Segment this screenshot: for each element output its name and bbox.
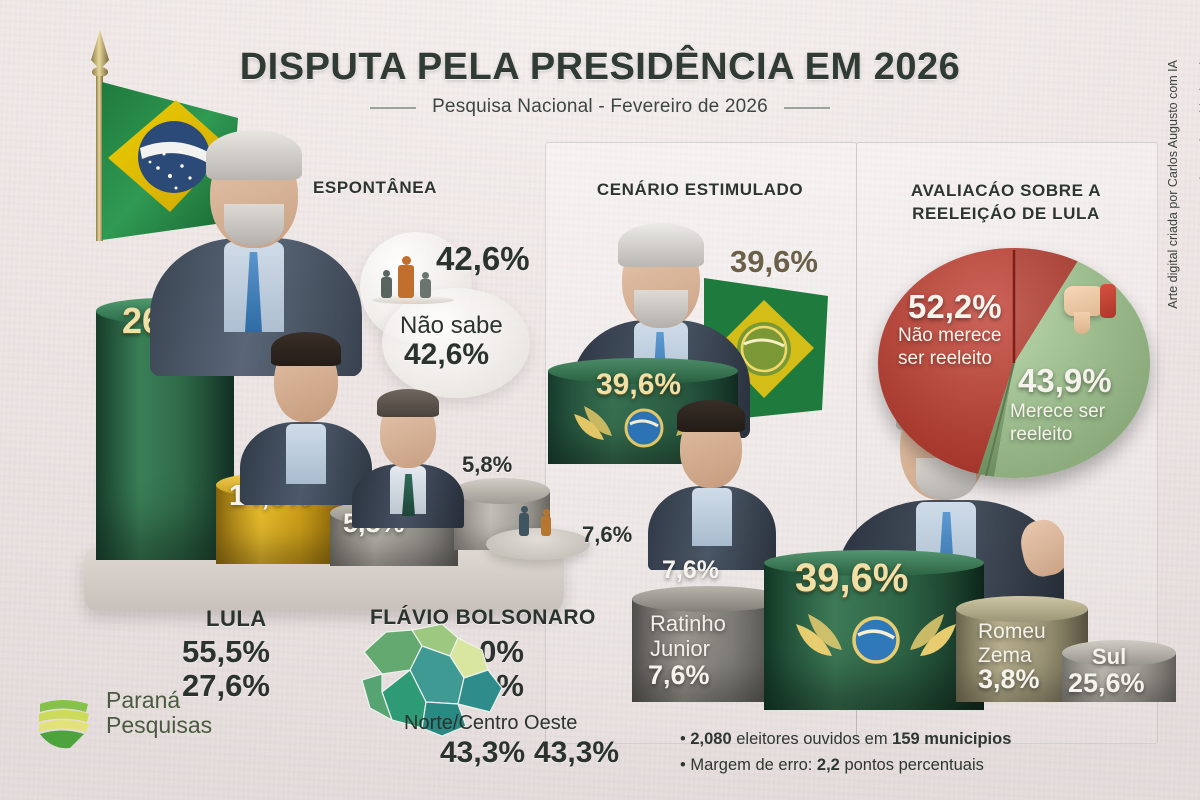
credit-line-1: Arte digital criada por Carlos Augusto c… xyxy=(1166,60,1180,309)
figurine-large-center xyxy=(398,256,414,298)
footer-bullet-2: • xyxy=(680,755,686,774)
credit-text: Arte digital criada por Carlos Augusto c… xyxy=(1164,60,1200,420)
label-flavio-name: FLÁVIO BOLSONARO xyxy=(370,606,596,629)
zema-name-line2: Zema xyxy=(978,643,1032,667)
logo-leaf-icon xyxy=(39,700,89,749)
brazil-map xyxy=(361,623,503,737)
footer-bullet-1: • xyxy=(680,730,686,748)
pie-label-red-line1: Não merece xyxy=(898,325,1002,346)
value-ratinho-junior: 7,6% xyxy=(648,660,710,690)
naosabe-label: Não sabe xyxy=(400,312,503,339)
footer-voters-text: eleitores ouvidos em xyxy=(731,730,893,748)
ratinho-name-line2: Junior xyxy=(650,635,710,661)
pie-label-green: Merece ser reeleito xyxy=(1010,400,1105,446)
label-small-right-espontanea: 7,6% xyxy=(582,522,633,547)
value-sul: 25,6% xyxy=(1068,668,1145,698)
label-ratinho-name: Ratinho Junior xyxy=(650,611,726,661)
logo-line2: Pesquisas xyxy=(106,711,213,738)
value-ratinho-above: 7,6% xyxy=(662,556,719,584)
laurel-icon-main xyxy=(796,614,956,664)
pie-value-red: 52,2% xyxy=(908,288,1002,325)
footer-margin-unit: pontos percentuais xyxy=(839,755,984,774)
ratinho-name-line1: Ratinho xyxy=(650,611,726,636)
footer-notes: • 2,080 eleitores ouvidos em 159 municip… xyxy=(680,727,1150,778)
naosabe-value: 42,6% xyxy=(404,338,490,371)
rule-right xyxy=(783,107,830,109)
figurine-platform xyxy=(486,528,590,560)
zema-name-line1: Romeu xyxy=(978,620,1046,643)
page-title: DISPUTA PELA PRESIDÊNCIA EM 2026 xyxy=(239,46,961,88)
footer-margin-text: Margem de erro: xyxy=(690,755,817,774)
bar-label-fourth-espontanea: 5,8% xyxy=(462,452,513,477)
footer-voters-count: 2,080 xyxy=(690,730,732,748)
pie-label-red-line2: ser reeleito xyxy=(898,348,992,370)
value-lula-main: 39,6% xyxy=(795,556,909,600)
brazil-flag xyxy=(91,30,238,241)
label-sul-name: Sul xyxy=(1092,644,1127,669)
subtitle-text: Pesquisa Nacional - Fevereiro de 2026 xyxy=(432,96,768,117)
figurine-small-right xyxy=(420,272,431,298)
bar-ratinho-junior xyxy=(632,586,784,702)
footer-line-2: • Margem de erro: 2,2 pontos percentuais xyxy=(680,753,1150,779)
page-subtitle: Pesquisa Nacional - Fevereiro de 2026 xyxy=(370,96,830,118)
footer-margin-value: 2,2 xyxy=(816,755,840,774)
naosabe-shelf xyxy=(372,296,454,304)
logo-text: Paraná Pesquisas xyxy=(106,688,212,738)
portrait-third-espontanea xyxy=(352,388,464,528)
section-header-espontanea: ESPONTÂNEA xyxy=(312,178,438,197)
value-region-1: 43,3% xyxy=(440,736,526,769)
section-header-avaliacao: AVALIACÁO SOBRE A REELEIÇÁO DE LULA xyxy=(866,180,1146,226)
pie-value-green: 43,9% xyxy=(1018,362,1112,399)
pie-label-green-line1: Merece ser xyxy=(1010,401,1106,422)
label-region: Norte/Centro Oeste xyxy=(404,712,578,734)
portrait-ratinho-junior xyxy=(648,400,776,570)
parana-pesquisas-logo: Paraná Pesquisas xyxy=(34,688,254,752)
logo-line1: Paraná xyxy=(106,687,181,713)
naosabe-top-value: 42,6% xyxy=(436,240,530,277)
bar-sul xyxy=(1062,640,1176,702)
pie-dividers xyxy=(985,250,1016,477)
value-lula-2: 27,6% xyxy=(182,668,270,703)
portrait-flavio-espontanea xyxy=(240,330,372,505)
naosabe-bubble-bottom xyxy=(382,288,530,398)
figurine-small-left xyxy=(381,270,392,298)
label-zema-name: Romeu Zema xyxy=(978,620,1046,667)
thumbs-down-icon xyxy=(1058,282,1124,340)
credit-line-2: Jornal Grande Bahia (JGB) xyxy=(1197,60,1200,211)
footer-municipios: 159 municipios xyxy=(892,730,1012,748)
subtitle-wrap: Pesquisa Nacional - Fevereiro de 2026 xyxy=(0,96,1200,118)
value-lula-1: 55,5% xyxy=(182,634,270,669)
avaliacao-line-1: AVALIACÁO SOBRE A xyxy=(910,181,1102,200)
figurine-person-1 xyxy=(518,506,530,536)
rule-left xyxy=(370,107,417,109)
avaliacao-line-2: REELEIÇÁO DE LULA xyxy=(912,203,1100,223)
value-region-2: 43,3% xyxy=(534,736,620,769)
section-header-cenario: CENÁRIO ESTIMULADO xyxy=(596,180,804,199)
figurine-person-2 xyxy=(540,509,552,536)
value-romeu-zema: 3,8% xyxy=(978,664,1040,694)
label-lula-name: LULA xyxy=(206,606,267,631)
footer-line-1: • 2,080 eleitores ouvidos em 159 municip… xyxy=(680,727,1150,753)
pie-label-green-line2: reeleito xyxy=(1010,424,1073,446)
value-lula-estimulado-top: 39,6% xyxy=(730,244,818,279)
pie-label-red: Não merece ser reeleito xyxy=(898,324,1002,370)
value-lula-estimulado-mid: 39,6% xyxy=(596,368,682,401)
